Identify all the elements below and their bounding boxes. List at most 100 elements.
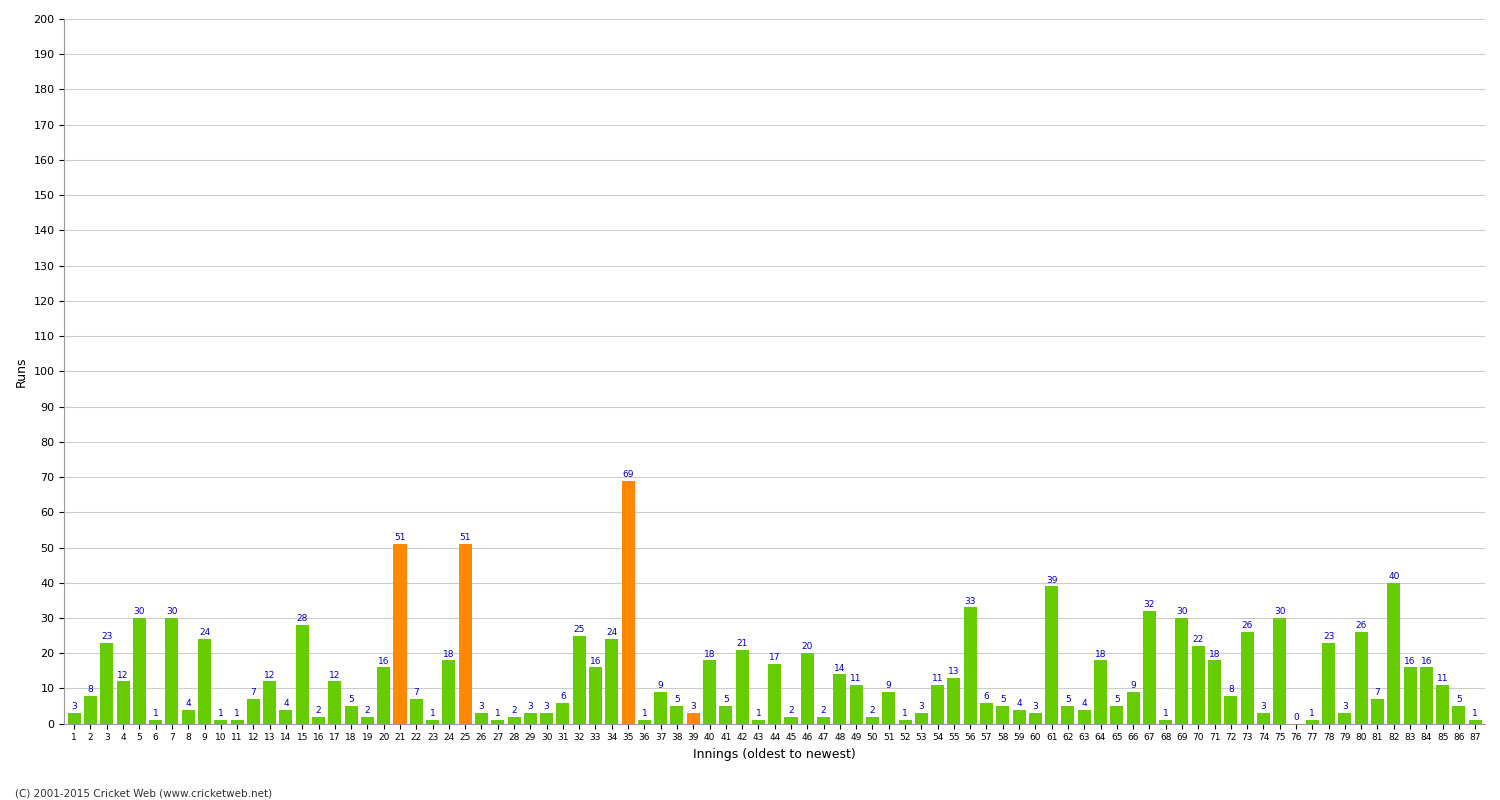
Text: 1: 1 xyxy=(902,710,908,718)
Bar xyxy=(1224,695,1238,724)
Text: 1: 1 xyxy=(1162,710,1168,718)
Bar xyxy=(1354,632,1368,724)
Text: 28: 28 xyxy=(297,614,307,623)
Bar xyxy=(1192,646,1204,724)
Bar xyxy=(834,674,846,724)
Bar xyxy=(1257,713,1270,724)
Bar xyxy=(442,660,456,724)
Bar xyxy=(720,706,732,724)
Text: 40: 40 xyxy=(1388,572,1400,581)
Bar xyxy=(654,692,668,724)
Text: 2: 2 xyxy=(315,706,321,715)
Text: 3: 3 xyxy=(1260,702,1266,711)
Bar xyxy=(165,618,178,724)
Bar xyxy=(621,481,634,724)
Bar xyxy=(540,713,554,724)
Text: 24: 24 xyxy=(200,628,210,638)
Text: 5: 5 xyxy=(723,695,729,704)
Bar xyxy=(573,636,585,724)
Bar xyxy=(948,678,960,724)
Text: 22: 22 xyxy=(1192,635,1204,645)
Text: 1: 1 xyxy=(217,710,223,718)
Text: 25: 25 xyxy=(573,625,585,634)
Text: 2: 2 xyxy=(364,706,370,715)
Text: 12: 12 xyxy=(328,670,340,680)
Bar xyxy=(1046,586,1058,724)
Bar xyxy=(980,702,993,724)
Text: 4: 4 xyxy=(186,699,190,708)
Bar xyxy=(752,720,765,724)
Bar xyxy=(231,720,243,724)
Bar xyxy=(426,720,439,724)
Text: 4: 4 xyxy=(1082,699,1088,708)
Text: 18: 18 xyxy=(1209,650,1221,658)
Bar xyxy=(262,682,276,724)
Bar xyxy=(1388,582,1401,724)
Bar xyxy=(459,544,471,724)
Bar xyxy=(704,660,716,724)
Bar xyxy=(84,695,98,724)
Bar xyxy=(296,625,309,724)
Text: (C) 2001-2015 Cricket Web (www.cricketweb.net): (C) 2001-2015 Cricket Web (www.cricketwe… xyxy=(15,788,272,798)
Bar xyxy=(670,706,684,724)
Text: 17: 17 xyxy=(770,653,780,662)
Bar xyxy=(1143,611,1156,724)
Text: 18: 18 xyxy=(704,650,716,658)
Text: 2: 2 xyxy=(512,706,518,715)
Text: 51: 51 xyxy=(459,534,471,542)
Bar xyxy=(1176,618,1188,724)
Text: 16: 16 xyxy=(1420,657,1432,666)
Text: 5: 5 xyxy=(674,695,680,704)
Bar xyxy=(1274,618,1286,724)
Y-axis label: Runs: Runs xyxy=(15,356,28,386)
Bar xyxy=(476,713,488,724)
Text: 1: 1 xyxy=(1473,710,1478,718)
Text: 11: 11 xyxy=(850,674,862,683)
Text: 51: 51 xyxy=(394,534,406,542)
Bar xyxy=(100,642,114,724)
Bar xyxy=(801,654,814,724)
Text: 30: 30 xyxy=(166,607,177,616)
Bar xyxy=(182,710,195,724)
Bar xyxy=(1371,699,1384,724)
Text: 5: 5 xyxy=(1114,695,1119,704)
Bar xyxy=(865,717,879,724)
Text: 5: 5 xyxy=(1000,695,1005,704)
Bar xyxy=(198,639,211,724)
Text: 8: 8 xyxy=(1228,685,1233,694)
Bar xyxy=(214,720,228,724)
Text: 12: 12 xyxy=(117,670,129,680)
Bar xyxy=(1404,667,1416,724)
Text: 11: 11 xyxy=(932,674,944,683)
Text: 5: 5 xyxy=(1456,695,1462,704)
Text: 32: 32 xyxy=(1143,600,1155,610)
Bar xyxy=(606,639,618,724)
Bar xyxy=(507,717,520,724)
Bar xyxy=(1420,667,1432,724)
Text: 3: 3 xyxy=(72,702,76,711)
Text: 23: 23 xyxy=(1323,632,1335,641)
Bar xyxy=(932,685,944,724)
Bar xyxy=(882,692,896,724)
Text: 20: 20 xyxy=(801,642,813,651)
Text: 3: 3 xyxy=(1342,702,1348,711)
Bar xyxy=(410,699,423,724)
Text: 30: 30 xyxy=(1176,607,1188,616)
Bar xyxy=(362,717,374,724)
Text: 3: 3 xyxy=(528,702,532,711)
Text: 30: 30 xyxy=(134,607,146,616)
Bar xyxy=(376,667,390,724)
Bar xyxy=(1306,720,1318,724)
Bar xyxy=(996,706,1010,724)
Bar xyxy=(784,717,798,724)
Bar xyxy=(68,713,81,724)
Text: 16: 16 xyxy=(590,657,602,666)
Bar xyxy=(1126,692,1140,724)
Text: 21: 21 xyxy=(736,639,748,648)
Bar xyxy=(148,720,162,724)
Text: 11: 11 xyxy=(1437,674,1449,683)
Bar xyxy=(490,720,504,724)
Bar xyxy=(963,607,976,724)
Text: 23: 23 xyxy=(100,632,112,641)
Bar xyxy=(1013,710,1026,724)
